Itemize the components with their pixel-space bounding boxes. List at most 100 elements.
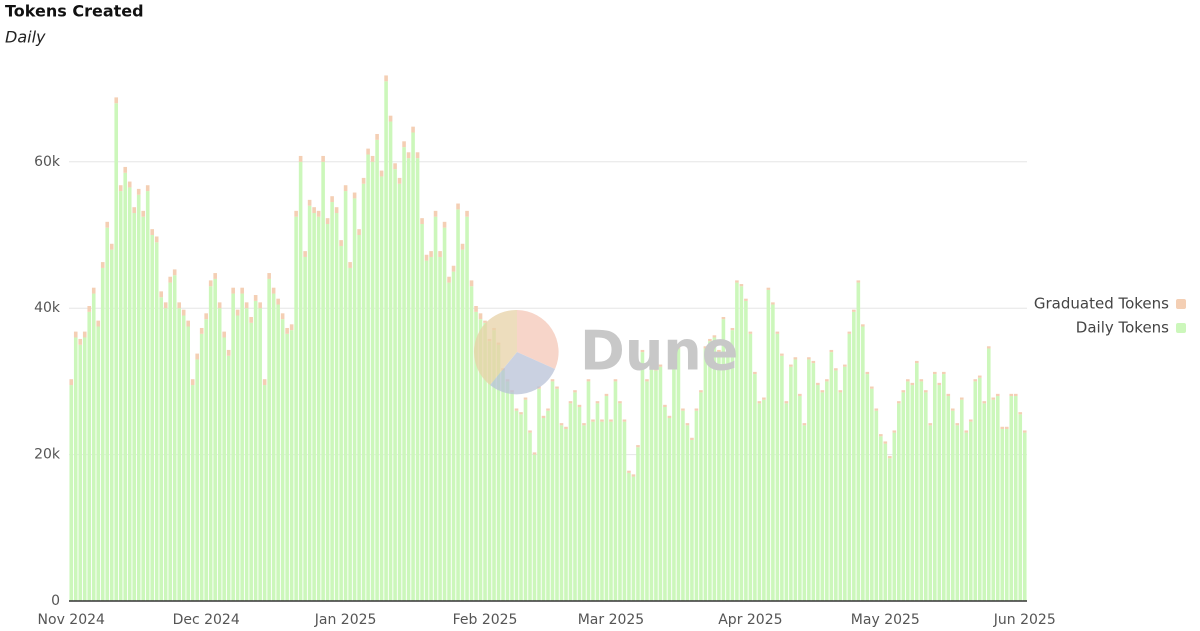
bar xyxy=(766,289,771,601)
bar xyxy=(379,170,384,177)
bar xyxy=(105,227,110,601)
bar xyxy=(843,364,847,367)
bar xyxy=(159,297,164,601)
bar xyxy=(532,452,537,455)
bar xyxy=(1013,396,1018,601)
bar xyxy=(474,311,478,601)
bar xyxy=(977,377,982,601)
bar xyxy=(154,236,159,243)
bar xyxy=(456,203,460,210)
bar xyxy=(609,421,613,601)
bar xyxy=(492,330,496,601)
bar xyxy=(195,359,199,601)
bar xyxy=(339,240,343,246)
bar xyxy=(330,196,334,203)
bar xyxy=(591,421,595,601)
bar xyxy=(348,262,352,268)
bar xyxy=(487,341,492,601)
bar xyxy=(762,399,766,601)
bar xyxy=(1000,428,1005,601)
bar xyxy=(730,330,735,601)
bar xyxy=(717,352,721,601)
bar xyxy=(411,126,415,133)
bar xyxy=(91,293,96,601)
bar xyxy=(294,210,298,217)
bar xyxy=(721,316,726,320)
bar xyxy=(784,401,789,404)
bar xyxy=(748,333,753,601)
bar xyxy=(784,403,789,601)
bar xyxy=(420,218,424,225)
bar xyxy=(411,132,415,601)
bar xyxy=(968,419,973,422)
bar xyxy=(226,349,231,356)
bar xyxy=(352,198,357,601)
bar xyxy=(375,139,379,601)
bar xyxy=(793,359,798,601)
bar xyxy=(118,191,123,601)
bar xyxy=(87,306,92,312)
bar xyxy=(901,392,906,601)
bar xyxy=(244,302,249,309)
bar xyxy=(451,265,456,272)
bar xyxy=(262,385,267,601)
bar xyxy=(802,425,807,601)
bar xyxy=(762,397,766,400)
bar xyxy=(676,346,681,349)
bar xyxy=(343,185,348,192)
bar xyxy=(838,390,843,393)
bar xyxy=(847,331,852,334)
bar xyxy=(941,374,946,601)
bar xyxy=(262,379,267,386)
bar xyxy=(186,326,190,601)
bar xyxy=(712,335,717,338)
y-tick-label: 60k xyxy=(34,154,61,170)
bar xyxy=(919,381,924,601)
bar xyxy=(600,421,604,601)
bar xyxy=(348,267,352,601)
bar xyxy=(694,408,699,411)
bar xyxy=(132,207,137,214)
bar xyxy=(73,337,78,601)
bar xyxy=(649,359,654,601)
bar xyxy=(991,397,996,400)
bar xyxy=(663,404,667,408)
bar xyxy=(114,103,119,602)
bar xyxy=(573,390,577,393)
bar xyxy=(591,419,595,422)
bar xyxy=(276,298,280,305)
bar xyxy=(1000,426,1005,429)
bar xyxy=(928,425,933,601)
plot xyxy=(69,75,1027,602)
bar xyxy=(932,371,937,375)
bar xyxy=(924,392,928,601)
bar xyxy=(244,308,249,601)
bar xyxy=(703,346,708,349)
bar xyxy=(474,306,478,312)
bar xyxy=(343,191,348,601)
bar xyxy=(631,474,636,477)
bar xyxy=(586,379,591,382)
bar xyxy=(298,155,303,162)
bar xyxy=(483,322,487,601)
bar xyxy=(622,419,627,422)
bar xyxy=(397,177,402,184)
bar xyxy=(968,421,973,601)
bar xyxy=(150,235,155,601)
bar xyxy=(753,371,757,375)
bar xyxy=(820,390,825,393)
bar xyxy=(429,251,433,257)
bar xyxy=(986,348,991,601)
bar xyxy=(843,366,847,601)
bar xyxy=(285,333,289,601)
bar xyxy=(253,300,258,601)
bar xyxy=(919,379,924,382)
bar xyxy=(361,177,366,184)
bar xyxy=(973,381,978,601)
bar xyxy=(82,331,87,338)
bar xyxy=(73,331,78,338)
bar xyxy=(541,418,546,601)
bar xyxy=(897,403,901,601)
bar xyxy=(816,385,820,601)
bar xyxy=(973,379,978,382)
